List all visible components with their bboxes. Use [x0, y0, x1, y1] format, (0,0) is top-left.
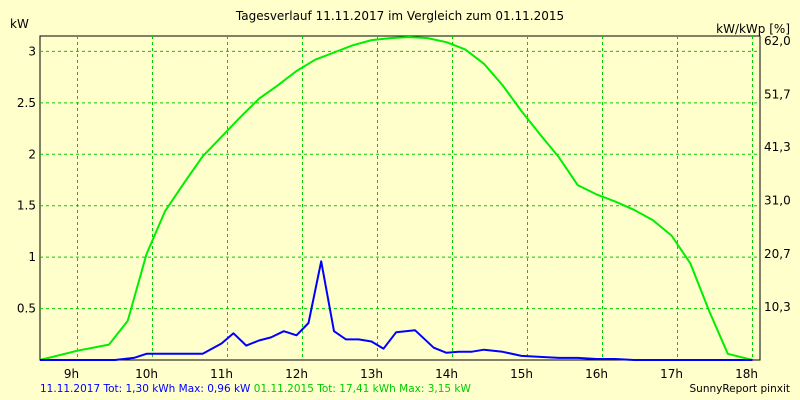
x-tick-label: 9h [64, 367, 79, 381]
x-tick-label: 10h [135, 367, 158, 381]
right-axis-unit: kW/kWp [%] [716, 22, 790, 36]
series-lines [39, 36, 753, 361]
y-tick-label-right: 51,7 [764, 88, 791, 102]
y-tick-label-right: 41,3 [764, 140, 791, 154]
series-line-01.11.2015 [39, 36, 753, 361]
x-tick-label: 17h [660, 367, 683, 381]
footer-2017-summary: 11.11.2017 Tot: 1,30 kWh Max: 0,96 kW [40, 383, 251, 395]
y-tick-label-left: 1 [28, 250, 36, 264]
x-tick-label: 15h [510, 367, 533, 381]
series-line-11.11.2017 [40, 260, 753, 361]
y-tick-label-left: 1.5 [17, 199, 36, 213]
y-tick-label-right: 10,3 [764, 300, 791, 314]
left-axis-unit: kW [10, 17, 29, 31]
ticks: 9h 10h 11h 12h 13h 14h 15h 16h 17h 18h 0.5 1 1.5 2 2.5… [17, 34, 791, 381]
chart-title: Tagesverlauf 11.11.2017 im Vergleich zum… [235, 9, 565, 23]
x-tick-label: 14h [435, 367, 458, 381]
y-tick-label-right: 20,7 [764, 247, 791, 261]
y-tick-label-right: 62,0 [764, 34, 791, 48]
grid [40, 36, 760, 360]
x-tick-label: 12h [285, 367, 308, 381]
x-tick-label: 13h [360, 367, 383, 381]
plot-area [39, 35, 761, 361]
y-tick-label-left: 2.5 [17, 96, 36, 110]
x-tick-label: 18h [735, 367, 758, 381]
footer-summary: 11.11.2017 Tot: 1,30 kWh Max: 0,96 kW 01… [40, 383, 471, 395]
y-tick-label-left: 3 [28, 44, 36, 58]
x-tick-label: 16h [585, 367, 608, 381]
y-tick-label-left: 0.5 [17, 302, 36, 316]
footer-brand: SunnyReport pinxit [689, 383, 790, 395]
footer-2015-summary: 01.11.2015 Tot: 17,41 kWh Max: 3,15 kW [253, 383, 471, 395]
y-tick-label-left: 2 [28, 147, 36, 161]
x-tick-label: 11h [210, 367, 233, 381]
y-tick-label-right: 31,0 [764, 194, 791, 208]
